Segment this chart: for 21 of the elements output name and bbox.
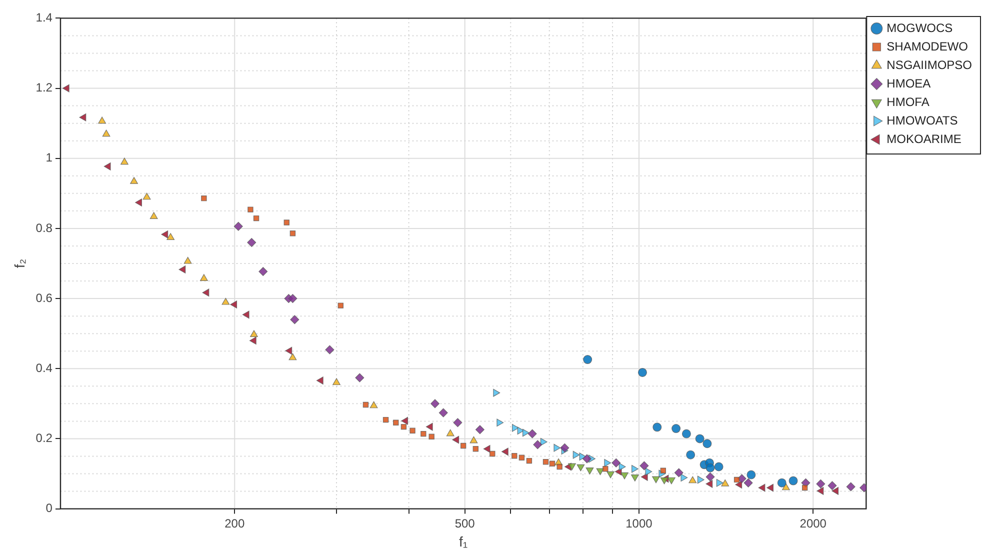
y-tick-label: 0 — [46, 501, 53, 516]
y-tick-label: 0.4 — [36, 360, 53, 375]
y-tick-label: 1.2 — [36, 80, 53, 95]
y-tick-label: 0.2 — [36, 431, 53, 446]
legend-label: MOGWOCS — [886, 20, 953, 35]
y-tick-label: 0.8 — [36, 220, 53, 235]
y-tick-label: 1.4 — [36, 10, 53, 25]
legend-label: SHAMODEWO — [886, 39, 968, 54]
x-tick-label: 200 — [224, 516, 245, 530]
x-tick-label: 500 — [454, 516, 476, 530]
y-tick-label: 0.6 — [36, 290, 53, 305]
y-axis-title: f₂ — [11, 258, 28, 268]
legend-label: HMOFA — [886, 94, 930, 109]
legend-label: HMOEA — [886, 76, 931, 90]
y-tick-label: 1 — [46, 150, 53, 165]
legend-label: NSGAIIMOPSO — [886, 58, 972, 72]
legend-label: HMOWOATS — [886, 113, 958, 128]
legend-label: MOKOARIME — [886, 132, 962, 146]
x-axis-title: f₁ — [459, 533, 468, 550]
x-tick-label: 1000 — [626, 516, 653, 530]
x-tick-label: 2000 — [800, 516, 827, 530]
